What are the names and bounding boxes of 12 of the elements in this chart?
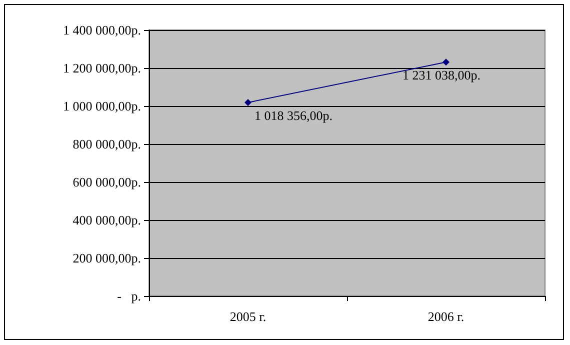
y-tick-label: 1 000 000,00р. <box>63 98 141 114</box>
y-tick-label: 400 000,00р. <box>72 212 141 228</box>
y-tick-label: - р. <box>117 288 141 304</box>
y-tick-label: 1 200 000,00р. <box>63 60 141 76</box>
y-tick-label: 800 000,00р. <box>72 136 141 152</box>
data-label: 1 018 356,00р. <box>254 108 332 124</box>
y-tick-label: 600 000,00р. <box>72 174 141 190</box>
data-label: 1 231 038,00р. <box>402 68 480 83</box>
y-tick-label: 200 000,00р. <box>72 250 141 266</box>
y-tick-label: 1 400 000,00р. <box>63 22 141 38</box>
x-tick-label: 2005 г. <box>230 309 266 324</box>
x-tick-label: 2006 г. <box>428 309 464 324</box>
